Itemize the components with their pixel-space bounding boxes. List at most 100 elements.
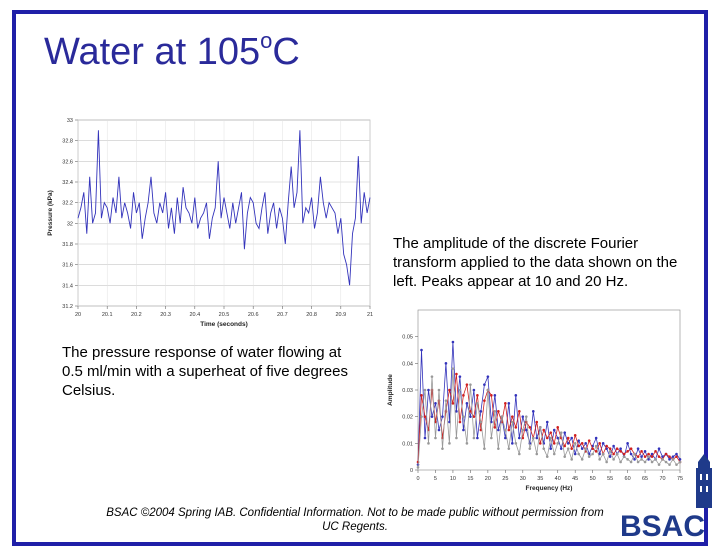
campanile-icon bbox=[696, 454, 712, 508]
y-tick-label: 33 bbox=[67, 118, 73, 124]
x-tick-label: 10 bbox=[450, 476, 456, 482]
data-point bbox=[518, 452, 521, 456]
data-point bbox=[430, 415, 434, 418]
data-point bbox=[573, 452, 577, 456]
data-point bbox=[577, 444, 580, 448]
data-point bbox=[483, 383, 486, 386]
y-tick-label: 31.2 bbox=[62, 304, 73, 310]
data-point bbox=[448, 388, 451, 392]
data-point bbox=[521, 428, 525, 432]
data-point bbox=[490, 420, 493, 424]
data-point bbox=[657, 455, 661, 458]
data-point bbox=[549, 431, 553, 434]
x-tick-label: 30 bbox=[520, 476, 526, 482]
data-point bbox=[580, 442, 584, 445]
y-tick-label: 32.6 bbox=[62, 159, 73, 165]
data-point bbox=[552, 442, 556, 445]
data-point bbox=[486, 375, 490, 378]
bsac-logo-text: BSAC bbox=[620, 510, 705, 540]
data-point bbox=[535, 420, 539, 424]
data-point bbox=[661, 458, 664, 461]
data-point bbox=[535, 436, 539, 440]
data-point bbox=[552, 428, 556, 432]
data-point bbox=[591, 447, 594, 450]
data-point bbox=[479, 420, 483, 424]
y-tick-label: 32.8 bbox=[62, 139, 73, 145]
data-point bbox=[469, 383, 472, 386]
data-point bbox=[497, 447, 500, 450]
data-point bbox=[486, 388, 490, 392]
data-point bbox=[587, 439, 591, 442]
data-point bbox=[647, 455, 650, 458]
data-point bbox=[626, 458, 629, 461]
data-point bbox=[462, 394, 465, 397]
data-point bbox=[675, 455, 678, 458]
data-point bbox=[570, 436, 574, 440]
data-point bbox=[563, 455, 567, 458]
data-point bbox=[507, 402, 511, 405]
x-tick-label: 35 bbox=[537, 476, 543, 482]
title-degree-sup: o bbox=[260, 28, 273, 53]
data-point bbox=[423, 388, 427, 392]
data-point bbox=[497, 428, 500, 432]
data-point bbox=[545, 420, 549, 424]
fft-caption: The amplitude of the discrete Fourier tr… bbox=[393, 235, 678, 290]
data-point bbox=[612, 452, 615, 456]
data-point bbox=[643, 460, 647, 464]
data-point bbox=[504, 402, 507, 405]
data-point bbox=[654, 458, 657, 461]
y-tick-label: 32 bbox=[67, 221, 73, 227]
data-point bbox=[591, 452, 594, 456]
series-line-2 bbox=[417, 368, 681, 468]
data-point bbox=[458, 375, 462, 378]
data-point bbox=[511, 415, 514, 418]
data-point bbox=[483, 399, 486, 402]
data-point bbox=[633, 458, 636, 461]
data-point bbox=[601, 442, 605, 445]
data-point bbox=[455, 436, 458, 440]
data-point bbox=[675, 463, 678, 466]
data-point bbox=[441, 447, 444, 450]
data-point bbox=[493, 410, 497, 413]
data-point bbox=[423, 415, 427, 418]
y-tick-label: 0 bbox=[410, 468, 413, 474]
data-point bbox=[622, 452, 626, 456]
data-point bbox=[650, 455, 654, 458]
data-point bbox=[566, 442, 570, 445]
data-point bbox=[524, 428, 528, 432]
data-point bbox=[643, 455, 647, 458]
data-point bbox=[465, 402, 469, 405]
data-point bbox=[538, 426, 542, 429]
data-point bbox=[643, 450, 647, 453]
data-point bbox=[500, 415, 504, 418]
pressure-caption: The pressure response of water flowing a… bbox=[62, 344, 348, 399]
x-tick-label: 20 bbox=[485, 476, 491, 482]
y-tick-label: 0.02 bbox=[402, 415, 413, 421]
data-point bbox=[528, 426, 532, 429]
x-tick-label: 40 bbox=[555, 476, 561, 482]
data-point bbox=[472, 415, 476, 418]
fft-amplitude-chart: 0 0.01 0.02 0.03 0.04 0.05 0 5 10 15 20 25 30 35 40 45 5… bbox=[387, 309, 683, 492]
data-point bbox=[465, 442, 469, 445]
data-point bbox=[458, 420, 462, 424]
data-point bbox=[504, 436, 507, 440]
x-tick-label: 20.7 bbox=[277, 312, 288, 318]
title-text: Water at 105 bbox=[44, 31, 261, 73]
y-tick-label: 32.2 bbox=[62, 201, 73, 207]
x-tick-label: 45 bbox=[572, 476, 578, 482]
data-point bbox=[462, 428, 465, 432]
x-tick-label: 70 bbox=[659, 476, 665, 482]
data-point bbox=[580, 447, 584, 450]
data-point bbox=[647, 452, 650, 456]
data-point bbox=[455, 410, 458, 413]
data-point bbox=[451, 402, 455, 405]
data-point bbox=[535, 452, 539, 456]
y-axis-label: Amplitude bbox=[387, 374, 394, 406]
data-point bbox=[636, 447, 640, 450]
data-point bbox=[420, 348, 423, 352]
data-point bbox=[518, 436, 521, 440]
data-point bbox=[538, 442, 542, 445]
data-point bbox=[493, 394, 497, 397]
data-point bbox=[650, 460, 654, 464]
data-point bbox=[612, 444, 615, 448]
